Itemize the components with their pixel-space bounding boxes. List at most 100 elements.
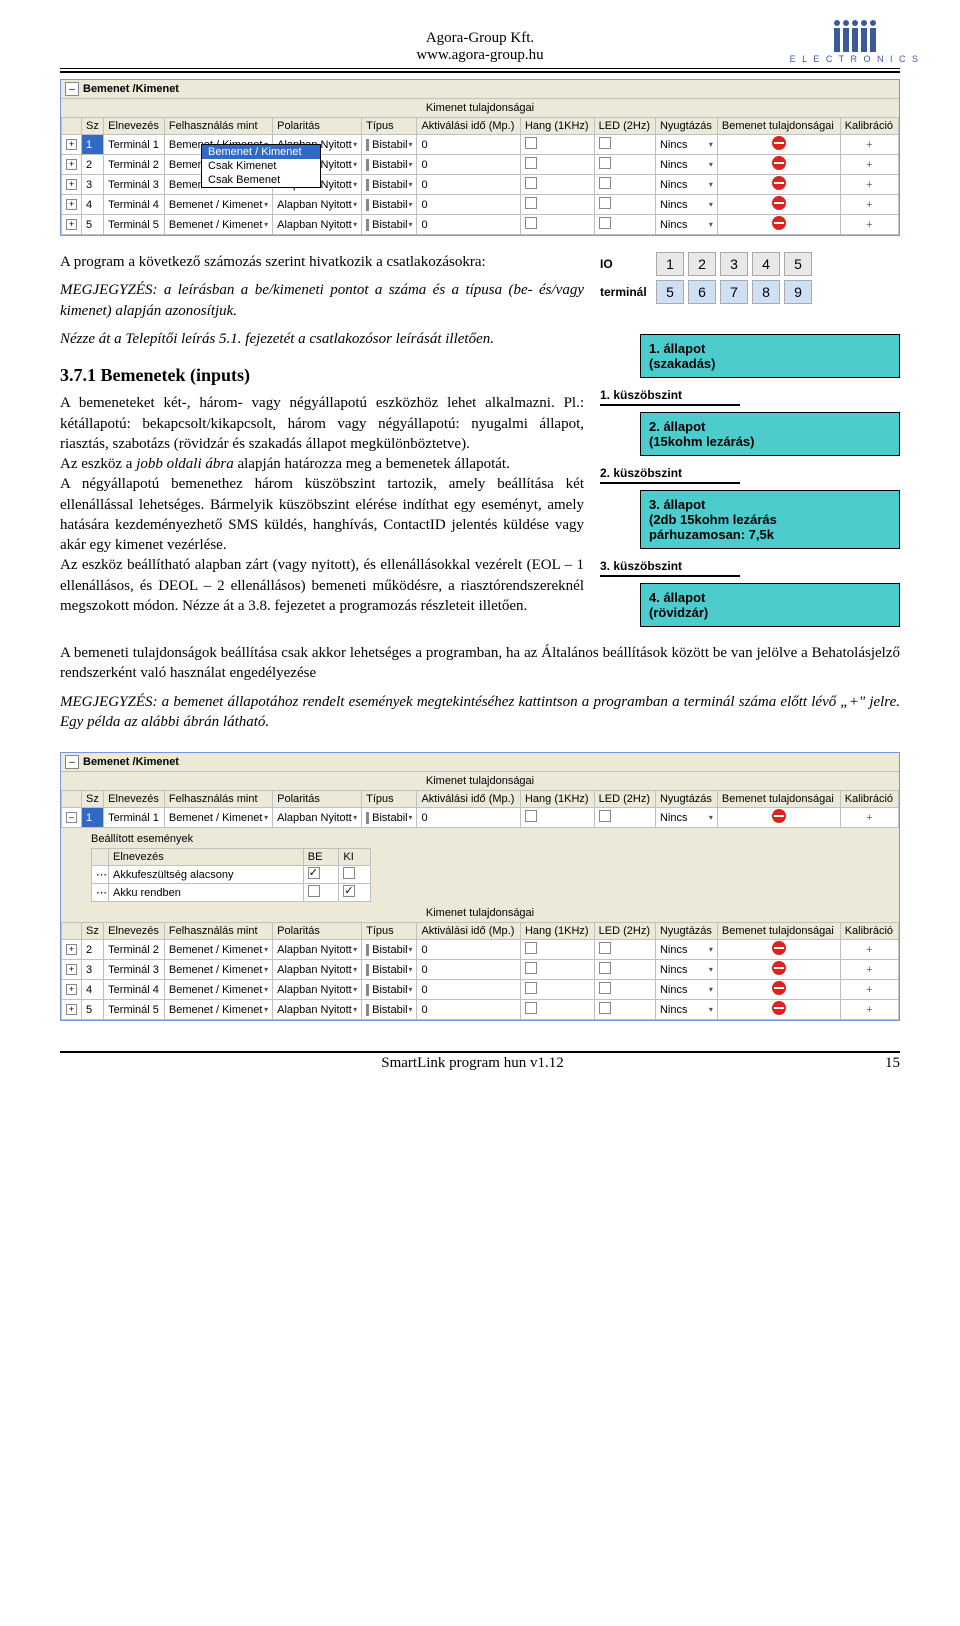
column-header[interactable]: LED (2Hz) bbox=[594, 118, 655, 135]
column-header[interactable]: Típus bbox=[362, 791, 417, 808]
expand-icon[interactable]: + bbox=[66, 984, 77, 995]
led-checkbox[interactable] bbox=[599, 137, 611, 149]
properties-icon[interactable] bbox=[772, 176, 786, 190]
column-header[interactable]: Felhasználás mint bbox=[164, 118, 272, 135]
usage-dropdown[interactable]: Bemenet / Kimenet▾ bbox=[169, 984, 268, 996]
properties-icon[interactable] bbox=[772, 809, 786, 823]
column-header[interactable]: Kalibráció bbox=[840, 118, 898, 135]
ack-dropdown[interactable]: Nincs▾ bbox=[660, 159, 713, 171]
ack-dropdown[interactable]: Nincs▾ bbox=[660, 1004, 713, 1016]
usage-dropdown-popup[interactable]: Bemenet / KimenetCsak KimenetCsak Bemene… bbox=[201, 144, 321, 188]
polarity-dropdown[interactable]: Alapban Nyitott▾ bbox=[277, 964, 357, 976]
calibration-button[interactable]: + bbox=[845, 159, 894, 171]
column-header[interactable]: Felhasználás mint bbox=[164, 791, 272, 808]
activation-cell[interactable]: 0 bbox=[417, 215, 521, 235]
usage-dropdown[interactable]: Bemenet / Kimenet▾ bbox=[169, 1004, 268, 1016]
table-row[interactable]: + 2 Terminál 2 Bemenet / Kimenet▾ Alapba… bbox=[62, 155, 899, 175]
sound-checkbox[interactable] bbox=[525, 942, 537, 954]
usage-dropdown[interactable]: Bemenet / Kimenet▾ bbox=[169, 964, 268, 976]
usage-dropdown[interactable]: Bemenet / Kimenet▾ bbox=[169, 219, 268, 231]
activation-cell[interactable]: 0 bbox=[417, 195, 521, 215]
sound-checkbox[interactable] bbox=[525, 137, 537, 149]
sound-checkbox[interactable] bbox=[525, 197, 537, 209]
sound-checkbox[interactable] bbox=[525, 962, 537, 974]
expand-icon[interactable]: + bbox=[66, 179, 77, 190]
column-header[interactable]: Sz bbox=[82, 791, 104, 808]
ki-checkbox[interactable] bbox=[343, 885, 355, 897]
column-header[interactable]: Bemenet tulajdonságai bbox=[717, 118, 840, 135]
column-header[interactable]: Sz bbox=[82, 118, 104, 135]
calibration-button[interactable]: + bbox=[845, 944, 894, 956]
column-header[interactable]: Hang (1KHz) bbox=[520, 791, 594, 808]
calibration-button[interactable]: + bbox=[845, 139, 894, 151]
column-header[interactable]: Kalibráció bbox=[840, 923, 898, 940]
properties-icon[interactable] bbox=[772, 156, 786, 170]
column-header[interactable]: Nyugtázás bbox=[655, 791, 717, 808]
column-header[interactable]: Hang (1KHz) bbox=[520, 923, 594, 940]
column-header[interactable]: Elnevezés bbox=[104, 923, 165, 940]
properties-icon[interactable] bbox=[772, 1001, 786, 1015]
ack-dropdown[interactable]: Nincs▾ bbox=[660, 944, 713, 956]
polarity-dropdown[interactable]: Alapban Nyitott▾ bbox=[277, 944, 357, 956]
sound-checkbox[interactable] bbox=[525, 982, 537, 994]
table-row[interactable]: + 3 Terminál 3 Bemenet / Kimenet▾ Alapba… bbox=[62, 175, 899, 195]
calibration-button[interactable]: + bbox=[845, 1004, 894, 1016]
sound-checkbox[interactable] bbox=[525, 157, 537, 169]
event-row[interactable]: ⋯Akkufeszültség alacsony bbox=[92, 866, 371, 884]
column-header[interactable]: Felhasználás mint bbox=[164, 923, 272, 940]
usage-dropdown[interactable]: Bemenet / Kimenet▾ bbox=[169, 812, 268, 824]
column-header[interactable]: Polaritás bbox=[273, 118, 362, 135]
column-header[interactable]: Aktiválási idő (Mp.) bbox=[417, 791, 521, 808]
column-header[interactable]: Kalibráció bbox=[840, 791, 898, 808]
column-header[interactable]: Típus bbox=[362, 923, 417, 940]
column-header[interactable]: Aktiválási idő (Mp.) bbox=[417, 923, 521, 940]
column-header[interactable]: Hang (1KHz) bbox=[520, 118, 594, 135]
led-checkbox[interactable] bbox=[599, 157, 611, 169]
type-dropdown[interactable]: Bistabil▾ bbox=[366, 944, 412, 956]
column-header[interactable]: Elnevezés bbox=[104, 118, 165, 135]
polarity-dropdown[interactable]: Alapban Nyitott▾ bbox=[277, 812, 357, 824]
type-dropdown[interactable]: Bistabil▾ bbox=[366, 159, 412, 171]
activation-cell[interactable]: 0 bbox=[417, 808, 521, 828]
table-row[interactable]: + 4 Terminál 4 Bemenet / Kimenet▾ Alapba… bbox=[62, 195, 899, 215]
expand-icon[interactable]: – bbox=[66, 812, 77, 823]
column-header[interactable]: LED (2Hz) bbox=[594, 923, 655, 940]
sound-checkbox[interactable] bbox=[525, 177, 537, 189]
table-row[interactable]: + 1 Terminál 1 Bemenet / Kimenet▾ Alapba… bbox=[62, 135, 899, 155]
column-header[interactable]: Bemenet tulajdonságai bbox=[717, 923, 840, 940]
column-header[interactable]: Nyugtázás bbox=[655, 923, 717, 940]
expand-icon[interactable]: + bbox=[66, 159, 77, 170]
dropdown-option[interactable]: Bemenet / Kimenet bbox=[202, 145, 320, 159]
polarity-dropdown[interactable]: Alapban Nyitott▾ bbox=[277, 1004, 357, 1016]
dropdown-option[interactable]: Csak Bemenet bbox=[202, 173, 320, 187]
activation-cell[interactable]: 0 bbox=[417, 175, 521, 195]
type-dropdown[interactable]: Bistabil▾ bbox=[366, 199, 412, 211]
properties-icon[interactable] bbox=[772, 941, 786, 955]
activation-cell[interactable]: 0 bbox=[417, 1000, 521, 1020]
column-header[interactable]: Nyugtázás bbox=[655, 118, 717, 135]
ack-dropdown[interactable]: Nincs▾ bbox=[660, 219, 713, 231]
ki-checkbox[interactable] bbox=[343, 867, 355, 879]
type-dropdown[interactable]: Bistabil▾ bbox=[366, 812, 412, 824]
led-checkbox[interactable] bbox=[599, 1002, 611, 1014]
calibration-button[interactable]: + bbox=[845, 984, 894, 996]
sound-checkbox[interactable] bbox=[525, 217, 537, 229]
dropdown-option[interactable]: Csak Kimenet bbox=[202, 159, 320, 173]
polarity-dropdown[interactable]: Alapban Nyitott▾ bbox=[277, 984, 357, 996]
table-row[interactable]: + 5 Terminál 5 Bemenet / Kimenet▾ Alapba… bbox=[62, 1000, 899, 1020]
properties-icon[interactable] bbox=[772, 216, 786, 230]
calibration-button[interactable]: + bbox=[845, 964, 894, 976]
ack-dropdown[interactable]: Nincs▾ bbox=[660, 812, 713, 824]
led-checkbox[interactable] bbox=[599, 177, 611, 189]
activation-cell[interactable]: 0 bbox=[417, 980, 521, 1000]
table-row[interactable]: + 3 Terminál 3 Bemenet / Kimenet▾ Alapba… bbox=[62, 960, 899, 980]
column-header[interactable]: Elnevezés bbox=[104, 791, 165, 808]
calibration-button[interactable]: + bbox=[845, 199, 894, 211]
type-dropdown[interactable]: Bistabil▾ bbox=[366, 219, 412, 231]
event-row[interactable]: ⋯Akku rendben bbox=[92, 884, 371, 902]
led-checkbox[interactable] bbox=[599, 962, 611, 974]
expand-icon[interactable]: + bbox=[66, 139, 77, 150]
led-checkbox[interactable] bbox=[599, 810, 611, 822]
type-dropdown[interactable]: Bistabil▾ bbox=[366, 139, 412, 151]
be-checkbox[interactable] bbox=[308, 867, 320, 879]
